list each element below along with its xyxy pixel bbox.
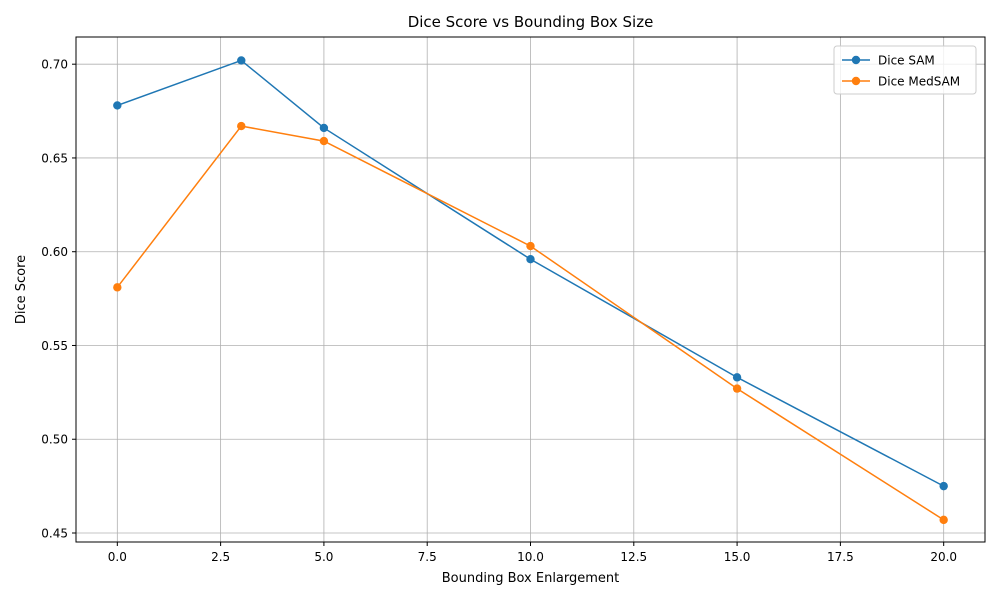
x-axis-label: Bounding Box Enlargement bbox=[442, 571, 620, 586]
series-line bbox=[116, 125, 945, 521]
legend: Dice SAM Dice MedSAM bbox=[833, 45, 977, 95]
x-tick-label: 15.0 bbox=[724, 550, 751, 564]
x-tick-label: 5.0 bbox=[314, 550, 333, 564]
series-layer bbox=[113, 56, 948, 525]
data-point bbox=[526, 255, 535, 264]
data-point bbox=[939, 515, 948, 525]
chart-title: Dice Score vs Bounding Box Size bbox=[408, 13, 654, 31]
y-axis-label: Dice Score bbox=[14, 255, 29, 324]
y-tick-label: 0.65 bbox=[41, 151, 68, 165]
series-dice-medsam bbox=[113, 121, 948, 525]
legend-label: Dice SAM bbox=[878, 54, 935, 68]
y-tick-label: 0.60 bbox=[41, 245, 68, 259]
data-point bbox=[526, 241, 535, 251]
x-tick-label: 12.5 bbox=[620, 550, 647, 564]
x-tick-label: 7.5 bbox=[418, 550, 437, 564]
x-tick-label: 17.5 bbox=[827, 550, 854, 564]
x-tick-label: 2.5 bbox=[211, 550, 230, 564]
y-tick-label: 0.45 bbox=[41, 526, 68, 540]
x-tick-label: 10.0 bbox=[517, 550, 544, 564]
data-point bbox=[732, 384, 742, 393]
data-point bbox=[237, 56, 246, 65]
data-point bbox=[113, 101, 122, 110]
y-tick-label: 0.55 bbox=[41, 339, 68, 353]
data-point bbox=[319, 123, 329, 133]
data-point bbox=[939, 481, 948, 491]
legend-label: Dice MedSAM bbox=[878, 75, 960, 89]
grid-lines bbox=[76, 37, 985, 542]
data-point bbox=[319, 136, 329, 146]
axis-ticks: 0.0 2.5 5.0 7.5 10.0 12.5 15.0 17.5 20.0 0.45 0.50… bbox=[41, 58, 957, 564]
x-tick-label: 20.0 bbox=[930, 550, 957, 564]
data-point bbox=[237, 121, 246, 131]
x-tick-label: 0.0 bbox=[108, 550, 127, 564]
legend-marker bbox=[851, 55, 861, 65]
legend-box bbox=[833, 45, 977, 95]
data-point bbox=[732, 373, 742, 382]
data-point bbox=[113, 283, 122, 292]
y-tick-label: 0.70 bbox=[41, 58, 68, 72]
y-tick-label: 0.50 bbox=[41, 433, 68, 447]
legend-marker bbox=[851, 76, 861, 86]
